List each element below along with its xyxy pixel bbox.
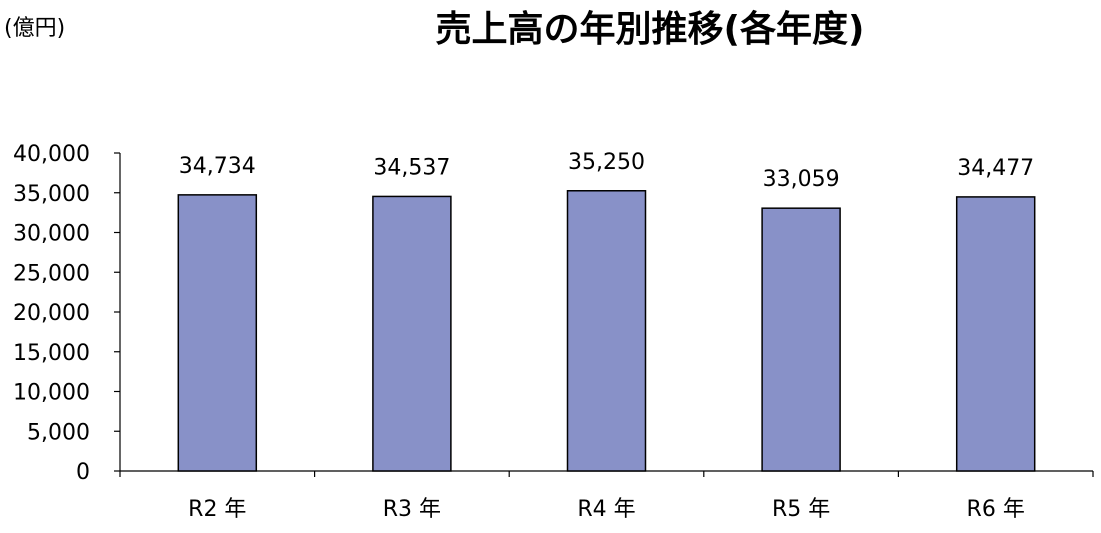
data-label: 33,059 — [763, 167, 840, 192]
data-label: 34,537 — [373, 155, 450, 180]
bar — [566, 190, 647, 472]
x-tick-label: R5 年 — [772, 497, 830, 522]
x-tick-label: R3 年 — [383, 497, 441, 522]
y-tick-label: 25,000 — [13, 261, 90, 286]
data-label: 35,250 — [568, 150, 645, 175]
y-tick-label: 30,000 — [13, 222, 90, 247]
data-label: 34,734 — [179, 154, 256, 179]
value-labels: 34,734 34,537 35,250 33,059 34,477 — [179, 150, 1034, 192]
y-tick-label: 15,000 — [13, 341, 90, 366]
y-tick-label: 20,000 — [13, 301, 90, 326]
chart-title: 売上高の年別推移(各年度) — [435, 9, 865, 50]
x-tick-label: R2 年 — [188, 497, 246, 522]
y-tick-label: 5,000 — [27, 420, 90, 445]
x-tick-label: R6 年 — [967, 497, 1025, 522]
bar — [372, 195, 452, 472]
data-label: 34,477 — [957, 156, 1034, 181]
y-tick-label: 10,000 — [13, 381, 90, 406]
y-tick-label: 40,000 — [13, 142, 90, 167]
bar — [761, 207, 841, 472]
y-axis: 0 5,000 10,000 15,000 20,000 25,000 30,000 35,0… — [13, 142, 121, 485]
x-axis — [119, 470, 1094, 477]
bar — [177, 194, 258, 472]
y-tick-label: 35,000 — [13, 182, 90, 207]
unit-label: (億円) — [4, 16, 66, 41]
bars — [177, 190, 1036, 472]
y-tick-label: 0 — [76, 460, 90, 485]
bar — [955, 196, 1036, 472]
x-tick-label: R4 年 — [577, 497, 635, 522]
x-tick-labels: R2 年 R3 年 R4 年 R5 年 R6 年 — [188, 497, 1025, 522]
